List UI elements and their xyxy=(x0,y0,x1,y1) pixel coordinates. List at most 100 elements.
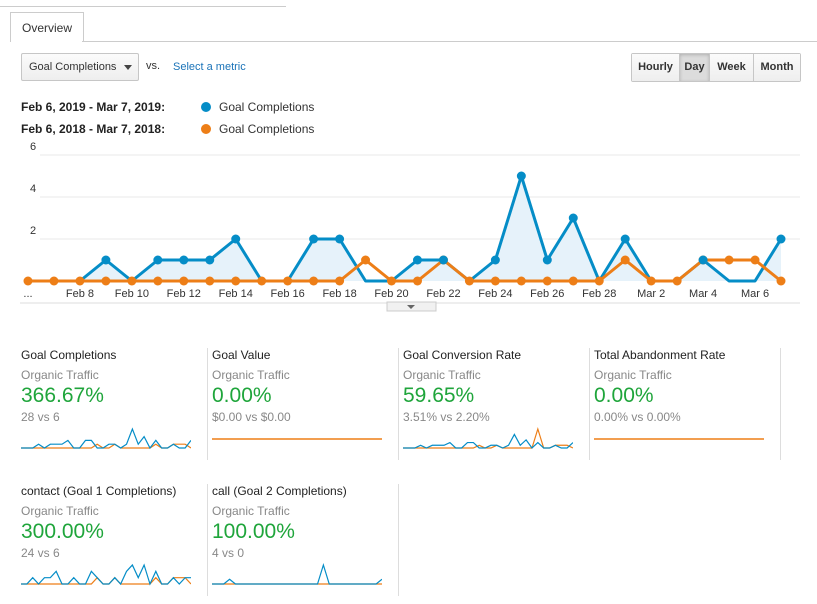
data-point xyxy=(75,276,85,286)
select-metric-link[interactable]: Select a metric xyxy=(173,61,246,73)
data-point xyxy=(620,255,630,265)
data-point xyxy=(153,276,163,286)
data-point xyxy=(490,255,500,265)
chevron-down-icon xyxy=(407,305,415,309)
vs-label: vs. xyxy=(146,60,161,72)
scorecard-title: contact (Goal 1 Completions) xyxy=(21,484,177,498)
period-day-button[interactable]: Day xyxy=(680,54,710,81)
data-point xyxy=(750,255,760,265)
scorecard-comparison: 3.51% vs 2.20% xyxy=(403,410,490,424)
data-point xyxy=(101,276,111,286)
scorecard-title: Goal Value xyxy=(212,348,271,362)
legend-date-range: Feb 6, 2018 - Mar 7, 2018: xyxy=(21,122,166,136)
scorecard[interactable]: Goal Value Organic Traffic 0.00% $0.00 v… xyxy=(212,348,399,460)
data-point xyxy=(127,276,137,286)
legend-metric-name: Goal Completions xyxy=(219,100,315,114)
legend-date-range: Feb 6, 2019 - Mar 7, 2019: xyxy=(21,100,166,114)
data-point xyxy=(101,255,111,265)
data-point xyxy=(594,276,604,286)
scorecard[interactable]: Total Abandonment Rate Organic Traffic 0… xyxy=(594,348,781,460)
scorecard-sparkline xyxy=(212,438,382,440)
x-tick-label: Feb 10 xyxy=(115,288,149,300)
data-point xyxy=(412,255,422,265)
data-point xyxy=(179,276,189,286)
scorecard-sparkline xyxy=(212,562,382,585)
period-month-button[interactable]: Month xyxy=(754,54,800,81)
sparkline-series xyxy=(403,433,573,449)
x-tick-label: Feb 22 xyxy=(426,288,460,300)
x-tick-label: Feb 28 xyxy=(582,288,616,300)
scorecard-comparison: 28 vs 6 xyxy=(21,410,60,424)
legend-dot-icon xyxy=(201,124,211,134)
x-tick-label: Feb 20 xyxy=(374,288,408,300)
x-tick-label: Mar 2 xyxy=(637,288,665,300)
sparkline-series xyxy=(21,563,191,586)
data-point xyxy=(542,276,552,286)
x-tick-label: Mar 4 xyxy=(689,288,717,300)
scorecard-percent: 0.00% xyxy=(594,384,654,407)
scorecard[interactable]: call (Goal 2 Completions) Organic Traffi… xyxy=(212,484,399,596)
scorecard-percent: 100.00% xyxy=(212,520,295,543)
x-tick-label: Mar 6 xyxy=(741,288,769,300)
data-point xyxy=(568,276,578,286)
scorecard[interactable]: contact (Goal 1 Completions) Organic Tra… xyxy=(21,484,208,596)
tab-overview[interactable]: Overview xyxy=(10,12,84,42)
scorecard-segment: Organic Traffic xyxy=(21,504,99,518)
scorecard[interactable]: Goal Conversion Rate Organic Traffic 59.… xyxy=(403,348,590,460)
scorecard-comparison: $0.00 vs $0.00 xyxy=(212,410,291,424)
data-point xyxy=(361,255,371,265)
period-hourly-button[interactable]: Hourly xyxy=(632,54,680,81)
scorecard-title: Goal Conversion Rate xyxy=(403,348,522,362)
x-tick-label: Feb 8 xyxy=(66,288,94,300)
data-point xyxy=(309,234,319,244)
data-point xyxy=(490,276,500,286)
data-point xyxy=(335,234,345,244)
sparkline-series xyxy=(212,562,382,585)
data-point xyxy=(776,276,786,286)
y-tick-label: 6 xyxy=(30,141,36,153)
tab-strip-top-border xyxy=(0,6,286,7)
scorecard[interactable]: Goal Completions Organic Traffic 366.67%… xyxy=(21,348,208,460)
scorecard-sparkline xyxy=(21,563,191,586)
sparkline-series xyxy=(21,427,191,450)
series-area xyxy=(28,176,781,281)
data-point xyxy=(153,255,163,265)
period-toggle-group: Hourly Day Week Month xyxy=(631,53,801,82)
legend-row-previous: Feb 6, 2018 - Mar 7, 2018: Goal Completi… xyxy=(21,122,314,136)
series-line xyxy=(28,174,783,283)
legend-row-current: Feb 6, 2019 - Mar 7, 2019: Goal Completi… xyxy=(21,100,314,114)
tab-strip-bottom-border xyxy=(82,41,817,42)
data-point xyxy=(516,276,526,286)
data-point xyxy=(646,276,656,286)
sparkline-series xyxy=(21,576,191,585)
legend-dot-icon xyxy=(201,102,211,112)
x-tick-label: Feb 12 xyxy=(167,288,201,300)
data-point xyxy=(568,213,578,223)
scorecard-sparkline xyxy=(403,426,573,449)
scorecard-comparison: 4 vs 0 xyxy=(212,546,245,560)
scorecard-segment: Organic Traffic xyxy=(212,368,290,382)
data-point xyxy=(387,276,397,286)
period-week-button[interactable]: Week xyxy=(710,54,754,81)
scorecard-percent: 0.00% xyxy=(212,384,272,407)
metric-select-value: Goal Completions xyxy=(29,61,117,73)
scorecard-sparkline xyxy=(594,438,764,440)
data-point xyxy=(516,171,526,181)
x-tick-label: Feb 18 xyxy=(322,288,356,300)
data-point xyxy=(257,276,267,286)
scorecard-sparkline xyxy=(21,427,191,450)
x-tick-label: Feb 24 xyxy=(478,288,512,300)
x-tick-label: Feb 26 xyxy=(530,288,564,300)
chevron-down-icon xyxy=(124,65,132,70)
metric-select[interactable]: Goal Completions xyxy=(21,53,139,81)
scorecard-segment: Organic Traffic xyxy=(212,504,290,518)
data-point xyxy=(542,255,552,265)
data-point xyxy=(724,255,734,265)
data-point xyxy=(231,276,241,286)
scorecard-segment: Organic Traffic xyxy=(594,368,672,382)
data-point xyxy=(335,276,345,286)
scorecard-title: Goal Completions xyxy=(21,348,117,362)
data-point xyxy=(698,255,708,265)
scorecard-percent: 366.67% xyxy=(21,384,104,407)
data-point xyxy=(672,276,682,286)
